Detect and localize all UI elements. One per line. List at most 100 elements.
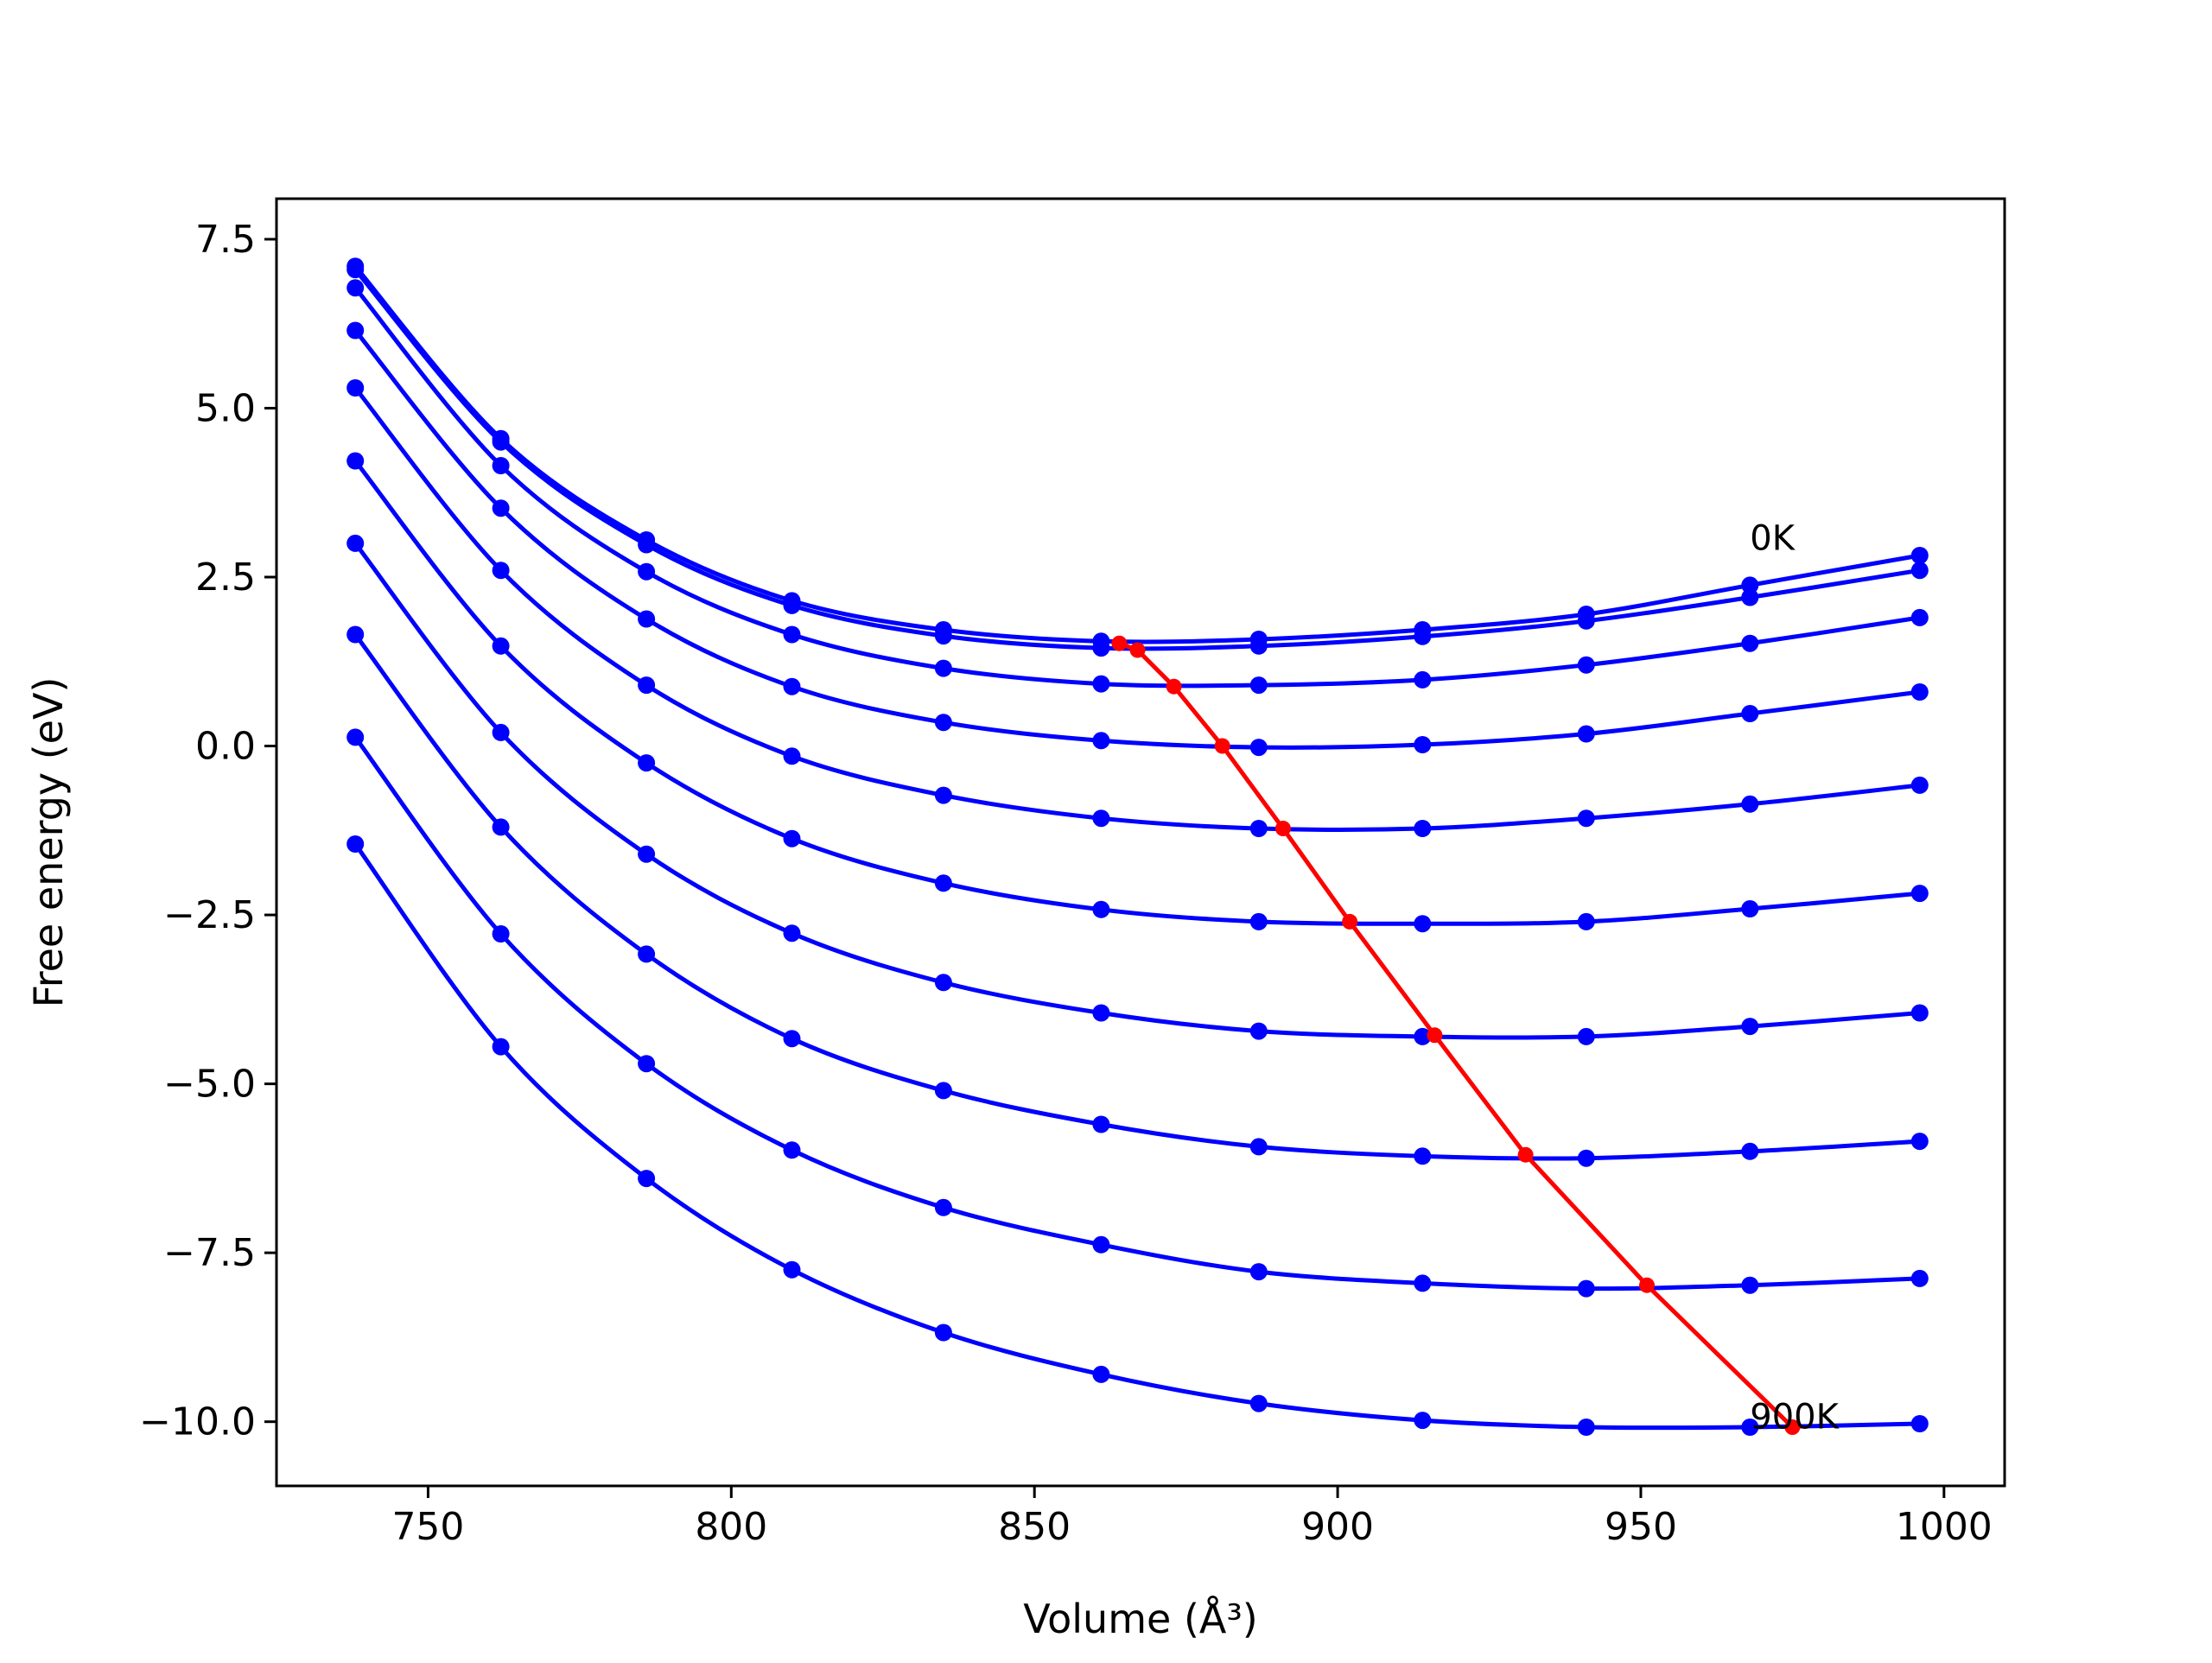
series-4-point-10 <box>1910 776 1929 794</box>
series-1-point-5 <box>1092 639 1110 657</box>
series-7-point-5 <box>1092 1115 1110 1133</box>
series-5-point-10 <box>1910 885 1929 903</box>
minima-point-5 <box>1342 913 1358 930</box>
x-axis: 750 800 850 900 950 1000 <box>391 1486 1993 1549</box>
series-4-point-8 <box>1577 809 1595 828</box>
minima-line <box>1118 641 1795 1429</box>
series-6-point-2 <box>638 845 656 863</box>
series-6-point-3 <box>783 924 801 943</box>
series-3-point-4 <box>934 714 952 732</box>
series-1-point-2 <box>638 536 656 554</box>
series-3-point-9 <box>1741 705 1759 722</box>
series-4-point-3 <box>783 747 801 765</box>
y-tick-label-5: 2.5 <box>195 555 256 600</box>
series-7-point-1 <box>492 818 510 836</box>
series-8-point-4 <box>934 1198 952 1216</box>
series-5-point-3 <box>783 829 801 847</box>
series-5-point-1 <box>492 637 510 655</box>
series-7-point-9 <box>1741 1142 1759 1160</box>
series-line-0 <box>353 264 1921 644</box>
series-1-point-10 <box>1910 562 1929 580</box>
series-3-point-6 <box>1249 739 1268 757</box>
x-tick-label-1000: 1000 <box>1896 1505 1993 1549</box>
series-6-point-9 <box>1741 1018 1759 1036</box>
series-1-point-4 <box>934 627 952 645</box>
series-4-point-9 <box>1741 795 1759 813</box>
y-tick-label-1: −7.5 <box>163 1231 256 1275</box>
series-line-7 <box>353 632 1920 1161</box>
series-1-point-8 <box>1577 612 1595 630</box>
series-5-point-2 <box>638 754 656 772</box>
minima-point-4 <box>1274 821 1291 836</box>
series-1-point-7 <box>1414 627 1432 645</box>
x-tick-label-750: 750 <box>391 1505 464 1549</box>
series-9-point-6 <box>1249 1394 1268 1412</box>
series-line-6 <box>353 542 1920 1040</box>
x-tick-label-850: 850 <box>998 1505 1071 1549</box>
x-tick-label-800: 800 <box>695 1505 767 1549</box>
series-4-point-6 <box>1249 820 1268 837</box>
series-6-point-10 <box>1910 1004 1929 1022</box>
minima-point-7 <box>1517 1146 1534 1163</box>
series-9-point-10 <box>1910 1415 1929 1432</box>
series-8-point-9 <box>1741 1276 1759 1294</box>
annotation-1: 900K <box>1750 1398 1840 1438</box>
series-8-point-3 <box>783 1141 801 1159</box>
series-8-point-5 <box>1092 1235 1110 1254</box>
series-2-point-0 <box>346 279 365 297</box>
series-2-point-2 <box>638 562 656 581</box>
series-8-point-6 <box>1249 1263 1268 1281</box>
series-2-point-10 <box>1910 608 1929 626</box>
series-8-point-10 <box>1910 1269 1929 1287</box>
series-7-point-8 <box>1577 1149 1595 1167</box>
series-9-point-0 <box>346 835 365 853</box>
minima-point-1 <box>1129 642 1146 658</box>
series-6-point-1 <box>492 723 510 741</box>
x-axis-label: Volume (Å³) <box>1023 1596 1258 1642</box>
y-tick-label-6: 5.0 <box>195 386 256 430</box>
series-5-point-4 <box>934 874 952 892</box>
series-3-point-1 <box>492 499 510 517</box>
series-9-point-8 <box>1577 1419 1595 1436</box>
series-9-point-2 <box>638 1170 656 1188</box>
y-tick-label-7: 7.5 <box>195 218 256 262</box>
series-2-point-7 <box>1414 670 1432 689</box>
annotations: 0K 900K <box>1750 519 1840 1438</box>
series-5-point-0 <box>346 452 365 470</box>
series-4-point-0 <box>346 379 365 397</box>
series-5-point-8 <box>1577 912 1595 930</box>
series-3-point-2 <box>638 610 656 628</box>
series-6-point-7 <box>1414 1027 1432 1045</box>
y-tick-label-0: −10.0 <box>139 1400 256 1444</box>
series-7-point-6 <box>1249 1138 1268 1156</box>
series-line-9 <box>353 842 1920 1431</box>
series-3-point-0 <box>346 321 365 340</box>
series-line-8 <box>353 735 1920 1292</box>
series-7-point-2 <box>638 945 656 963</box>
series-5-point-9 <box>1741 900 1759 917</box>
x-tick-label-900: 900 <box>1301 1505 1374 1549</box>
series-5-point-6 <box>1249 912 1268 930</box>
series-1-point-6 <box>1249 637 1268 655</box>
y-tick-label-2: −5.0 <box>163 1063 256 1107</box>
series-6-point-8 <box>1577 1027 1595 1045</box>
series-0-point-9 <box>1741 576 1759 594</box>
series-3-point-8 <box>1577 725 1595 743</box>
series-7-point-3 <box>783 1030 801 1048</box>
series-9-point-9 <box>1741 1419 1759 1436</box>
series-3-point-7 <box>1414 736 1432 753</box>
series-6-point-5 <box>1092 1004 1110 1022</box>
series-8-point-2 <box>638 1055 656 1073</box>
series-1-point-1 <box>492 433 510 451</box>
series-0-point-10 <box>1910 547 1929 564</box>
series-3-point-5 <box>1092 732 1110 750</box>
series-4-point-4 <box>934 786 952 804</box>
series-2-point-8 <box>1577 656 1595 674</box>
series-9-point-7 <box>1414 1412 1432 1430</box>
series-2-point-6 <box>1249 676 1268 695</box>
y-axis-label: Free energy (eV) <box>25 677 72 1008</box>
series-4-point-7 <box>1414 820 1432 837</box>
series-9-point-1 <box>492 1038 510 1056</box>
series-4-point-5 <box>1092 809 1110 828</box>
